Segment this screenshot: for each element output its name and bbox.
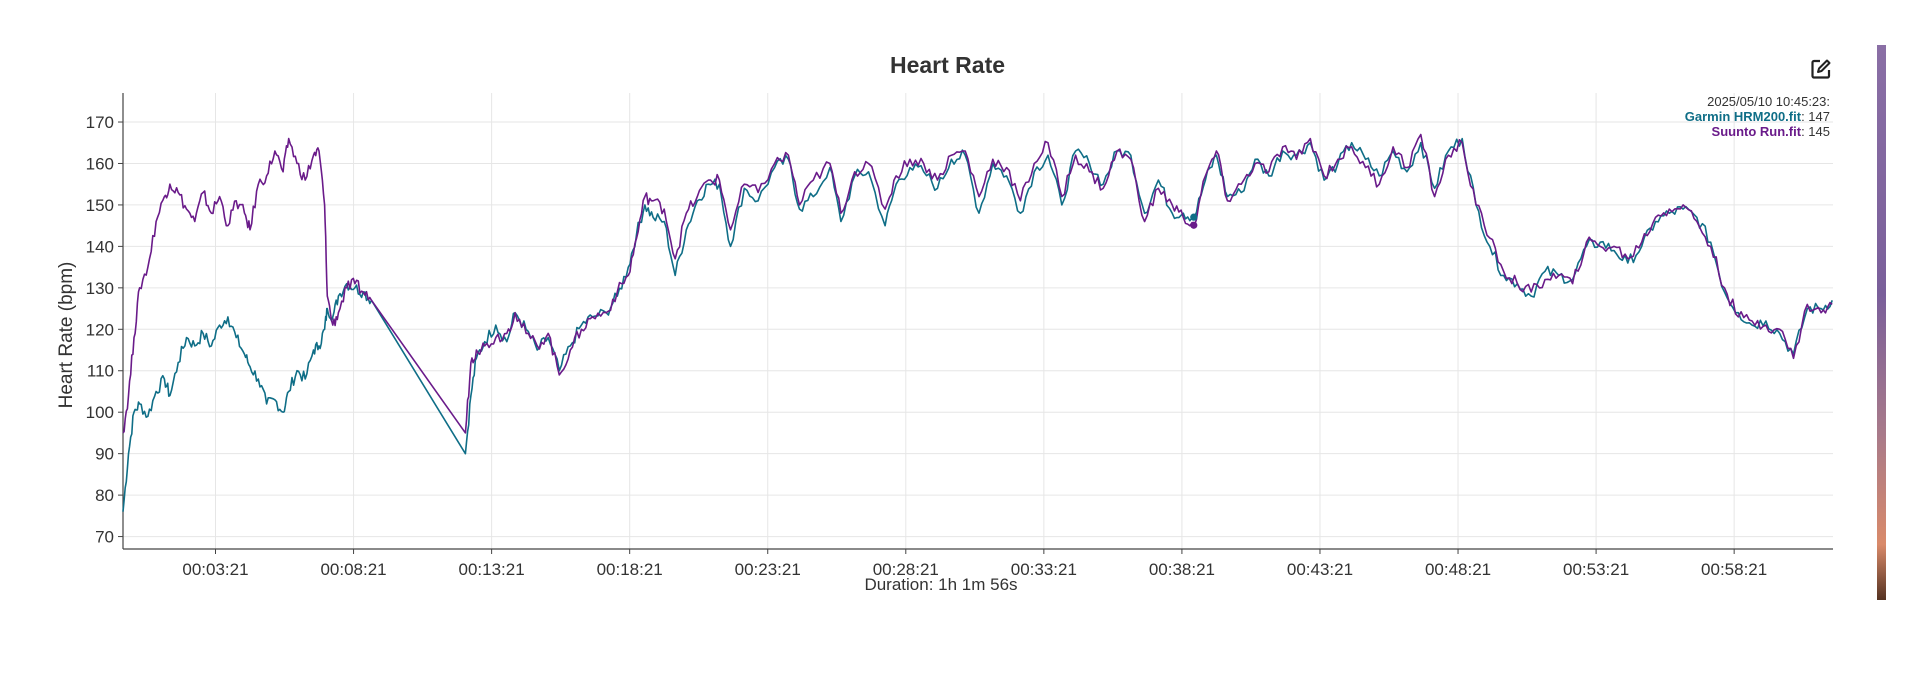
hover-markers: [1190, 213, 1198, 229]
x-tick-label: 00:53:21: [1563, 560, 1629, 579]
tooltip-entry: Garmin HRM200.fit: 147: [1685, 109, 1830, 124]
tooltip-series-value: 145: [1808, 124, 1830, 139]
y-tick-label: 70: [95, 528, 114, 547]
edit-icon[interactable]: [1810, 58, 1832, 80]
hover-point: [1190, 213, 1198, 221]
x-tick-label: 00:33:21: [1011, 560, 1077, 579]
x-tick-label: 00:48:21: [1425, 560, 1491, 579]
axes: [122, 93, 1833, 550]
edit-icon-glyph: [1811, 59, 1831, 79]
x-tick-label: 00:13:21: [459, 560, 525, 579]
x-tick-labels: 00:03:21 00:08:21 00:13:21 00:18:21 00:23:21…: [182, 549, 1767, 579]
y-tick-label: 80: [95, 486, 114, 505]
y-axis-label: Heart Rate (bpm): [56, 262, 77, 409]
hover-point: [1190, 221, 1198, 229]
tooltip-series-value: 147: [1808, 109, 1830, 124]
y-tick-label: 100: [86, 403, 114, 422]
y-tick-label: 120: [86, 320, 114, 339]
x-tick-label: 00:23:21: [735, 560, 801, 579]
tooltip-series-name: Suunto Run.fit: [1712, 124, 1802, 139]
y-tick-label: 160: [86, 154, 114, 173]
series-line[interactable]: [122, 133, 1833, 434]
x-tick-label: 00:08:21: [320, 560, 386, 579]
x-tick-label: 00:43:21: [1287, 560, 1353, 579]
y-tick-label: 130: [86, 279, 114, 298]
y-tick-label: 150: [86, 196, 114, 215]
side-panel-strip[interactable]: [1877, 45, 1886, 600]
hover-tooltip: 2025/05/10 10:45:23: Garmin HRM200.fit: …: [1685, 94, 1830, 139]
chart-title: Heart Rate: [889, 52, 1006, 78]
y-tick-label: 90: [95, 445, 114, 464]
y-tick-label: 110: [87, 362, 114, 381]
x-tick-label: 00:58:21: [1701, 560, 1767, 579]
y-tick-labels: 70 80 90 100 110 120 130 140 150 160 170: [86, 113, 123, 547]
series-lines[interactable]: [122, 133, 1833, 512]
x-tick-label: 00:28:21: [873, 560, 939, 579]
grid-lines: [123, 93, 1833, 549]
y-tick-label: 170: [86, 113, 114, 132]
x-tick-label: 00:18:21: [597, 560, 663, 579]
tooltip-entry: Suunto Run.fit: 145: [1712, 124, 1830, 139]
y-tick-label: 140: [86, 237, 114, 256]
tooltip-series-name: Garmin HRM200.fit: [1685, 109, 1802, 124]
x-tick-label: 00:03:21: [182, 560, 248, 579]
x-axis-label: Duration: 1h 1m 56s: [864, 575, 1017, 594]
x-tick-label: 00:38:21: [1149, 560, 1215, 579]
tooltip-timestamp: 2025/05/10 10:45:23:: [1707, 94, 1830, 109]
